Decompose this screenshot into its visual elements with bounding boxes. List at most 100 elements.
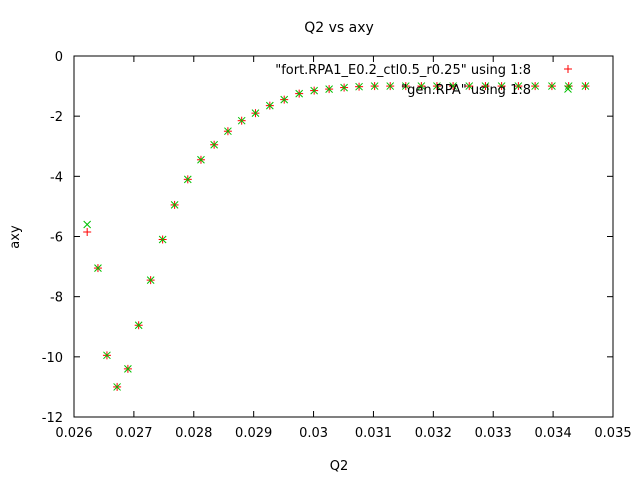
legend-marker-series-2	[564, 85, 572, 93]
data-point-series-2	[124, 365, 132, 373]
data-point-series-2	[465, 82, 474, 90]
data-point-series-2	[325, 85, 333, 93]
y-tick-label: -6	[50, 231, 63, 246]
marker-stroke	[251, 109, 260, 118]
data-point-series-1	[83, 227, 92, 236]
marker-stroke	[465, 82, 474, 90]
marker-stroke	[355, 82, 363, 91]
data-point-series-2	[548, 82, 556, 90]
data-point-series-2	[310, 86, 319, 95]
marker-stroke	[401, 82, 410, 90]
data-point-series-2	[370, 82, 379, 90]
legend-entry-label: "fort.RPA1_E0.2_ctl0.5_r0.25" using 1:8	[275, 63, 531, 78]
marker-stroke	[449, 82, 457, 90]
marker-stroke	[113, 383, 121, 391]
data-point-series-2	[280, 95, 289, 104]
marker-stroke	[224, 127, 232, 136]
data-point-series-2	[224, 127, 232, 136]
data-point-series-2	[146, 276, 155, 284]
data-point-series-2	[340, 83, 348, 92]
marker-stroke	[183, 175, 192, 184]
marker-stroke	[548, 82, 556, 90]
data-points	[83, 82, 590, 391]
marker-stroke	[146, 276, 155, 284]
data-point-series-2	[581, 82, 590, 90]
marker-stroke	[481, 82, 490, 90]
data-point-series-2	[158, 235, 167, 244]
y-tick-label: -10	[42, 351, 63, 366]
data-point-series-2	[386, 82, 395, 90]
legend-marker-series-1	[564, 65, 572, 73]
marker-stroke	[124, 365, 132, 373]
marker-stroke	[158, 235, 167, 244]
data-point-series-2	[94, 264, 102, 272]
data-point-series-2	[295, 89, 304, 98]
marker-stroke	[417, 82, 426, 90]
data-point-series-2	[183, 175, 192, 184]
marker-stroke	[170, 201, 179, 209]
data-point-series-2	[103, 351, 111, 360]
y-tick-label: -2	[50, 110, 63, 125]
legend-entry-label: "gen.RPA" using 1:8	[401, 83, 531, 98]
marker-stroke	[210, 140, 218, 149]
marker-stroke	[197, 155, 205, 164]
marker-stroke	[325, 85, 333, 93]
marker-stroke	[134, 321, 143, 330]
data-point-series-2	[497, 82, 506, 90]
marker-stroke	[433, 82, 441, 90]
y-tick-label: -8	[50, 291, 63, 306]
legend: "fort.RPA1_E0.2_ctl0.5_r0.25" using 1:8 "…	[275, 63, 572, 98]
data-point-series-2	[401, 82, 410, 90]
marker-stroke	[83, 220, 92, 229]
data-point-series-2	[564, 82, 573, 90]
marker-stroke	[497, 82, 506, 90]
axes: 0.026 0.027 0.028 0.029 0.03 0.031 0.032 0.033 0…	[42, 50, 632, 441]
x-tick-label: 0.028	[175, 426, 212, 441]
x-tick-label: 0.031	[355, 426, 392, 441]
data-point-series-2	[531, 82, 539, 90]
x-tick-label: 0.034	[535, 426, 572, 441]
marker-stroke	[237, 116, 246, 125]
x-tick-label: 0.026	[55, 426, 92, 441]
data-point-series-2	[481, 82, 490, 90]
y-tick-label: -12	[42, 411, 63, 426]
marker-stroke	[564, 85, 572, 93]
x-tick-label: 0.032	[415, 426, 452, 441]
marker-stroke	[514, 82, 523, 90]
chart-title: Q2 vs axy	[304, 20, 374, 36]
data-point-series-2	[237, 116, 246, 125]
x-tick-label: 0.035	[594, 426, 631, 441]
data-point-series-2	[134, 321, 143, 330]
marker-stroke	[295, 89, 304, 98]
data-point-series-2	[251, 109, 260, 118]
data-point-series-2	[83, 220, 92, 229]
marker-stroke	[94, 264, 102, 272]
x-tick-label: 0.027	[115, 426, 152, 441]
x-tick-label: 0.029	[235, 426, 272, 441]
marker-stroke	[310, 86, 319, 95]
x-axis-label: Q2	[330, 459, 349, 474]
marker-stroke	[280, 95, 289, 104]
data-point-series-2	[449, 82, 457, 90]
y-tick-label: 0	[55, 50, 63, 65]
marker-stroke	[531, 82, 539, 90]
data-point-series-2	[355, 82, 363, 91]
marker-stroke	[564, 82, 573, 90]
data-point-series-2	[265, 101, 274, 110]
data-point-series-2	[417, 82, 426, 90]
y-tick-label: -4	[50, 170, 63, 185]
data-point-series-2	[514, 82, 523, 90]
marker-stroke	[103, 351, 111, 360]
data-point-series-2	[197, 155, 205, 164]
marker-stroke	[265, 101, 274, 110]
marker-stroke	[370, 82, 379, 90]
data-point-series-2	[433, 82, 441, 90]
marker-stroke	[581, 82, 590, 90]
data-point-series-2	[210, 140, 218, 149]
marker-stroke	[386, 82, 395, 90]
x-tick-label: 0.033	[475, 426, 512, 441]
marker-stroke	[340, 83, 348, 92]
data-point-series-2	[113, 383, 121, 391]
